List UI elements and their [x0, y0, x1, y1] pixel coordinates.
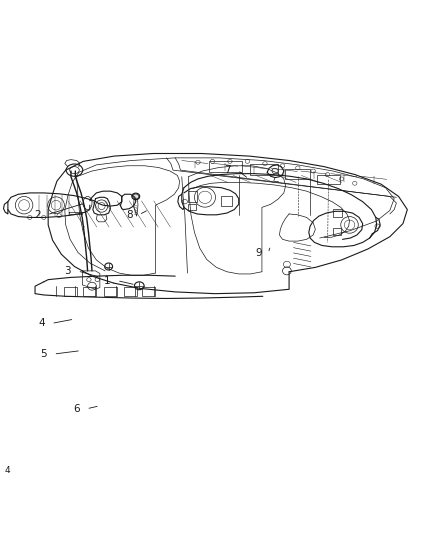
Bar: [285, 169, 310, 179]
Text: 8: 8: [126, 210, 133, 220]
Bar: [142, 287, 155, 296]
Text: 4: 4: [4, 465, 10, 474]
Bar: [104, 287, 117, 296]
Text: 5: 5: [40, 349, 47, 359]
Text: 7: 7: [224, 165, 231, 175]
Bar: [333, 229, 341, 235]
Text: 4: 4: [38, 318, 45, 328]
Text: 6: 6: [73, 404, 80, 414]
Bar: [188, 204, 196, 211]
Bar: [124, 287, 137, 296]
Bar: [209, 161, 242, 172]
Text: 3: 3: [64, 266, 71, 276]
Bar: [221, 197, 232, 206]
Bar: [83, 287, 96, 296]
Bar: [333, 209, 342, 217]
Bar: [64, 287, 77, 296]
Text: 1: 1: [104, 276, 111, 286]
Bar: [317, 175, 340, 184]
Bar: [250, 164, 278, 174]
Bar: [188, 191, 197, 201]
Text: 9: 9: [255, 248, 262, 259]
Text: 2: 2: [34, 210, 41, 220]
Ellipse shape: [132, 193, 140, 200]
